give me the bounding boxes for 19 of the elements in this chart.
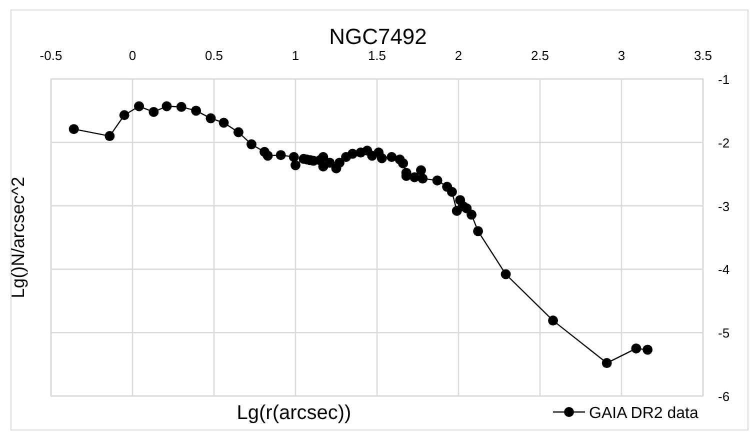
x-tick-label: 3 xyxy=(618,48,626,63)
x-tick-label: 1 xyxy=(292,48,300,63)
y-tick-label: -2 xyxy=(718,135,730,150)
x-tick-label: 3.5 xyxy=(694,48,712,63)
y-tick-label: -3 xyxy=(718,198,730,214)
legend-label: GAIA DR2 data xyxy=(589,405,698,422)
y-tick-label: -4 xyxy=(718,262,730,278)
y-tick-label: -5 xyxy=(718,326,730,341)
x-axis-title: Lg(r(arcsec)) xyxy=(236,402,352,424)
x-tick-label: 0.5 xyxy=(204,48,224,63)
x-tick-label: 2.5 xyxy=(530,48,550,63)
x-tick-label: 2 xyxy=(454,48,462,63)
x-tick-label: 1.5 xyxy=(368,48,386,63)
y-tick-label: -6 xyxy=(718,389,730,404)
chart-title: NGC7492 xyxy=(329,24,427,49)
y-tick-label: -1 xyxy=(718,72,730,87)
x-tick-label: 0 xyxy=(128,48,136,63)
y-axis-title: Lg()N/arcsec^2 xyxy=(8,176,28,298)
x-tick-label: -0.5 xyxy=(40,48,62,63)
